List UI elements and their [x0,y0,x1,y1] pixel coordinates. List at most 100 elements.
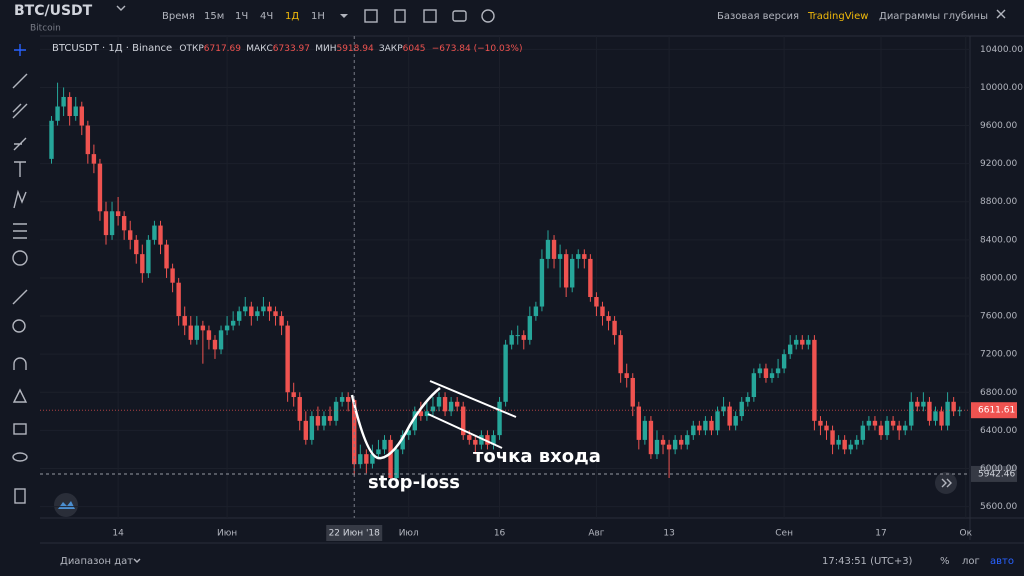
interval-active[interactable]: 1Д [285,11,299,22]
candle-body [570,258,575,288]
candle-body [672,439,678,450]
ruler-tool[interactable] [12,289,28,305]
visibility-tool[interactable] [12,452,28,462]
candle-body [915,401,920,407]
candle-body [382,439,387,450]
candle-body [824,425,829,431]
candle-body [49,120,54,159]
candle-body [224,325,230,331]
prediction-tool[interactable] [13,223,27,239]
candle-body [806,339,811,345]
dropdown[interactable] [116,5,126,11]
interval[interactable]: 15м [204,11,224,22]
candle-body [739,401,744,417]
brush-tool[interactable] [13,137,27,151]
chart-type-icon[interactable] [423,9,437,23]
interval[interactable]: 1Ч [235,11,248,22]
link[interactable]: Диаграммы глубины [879,11,988,22]
candle-body [890,420,896,426]
candle-body [775,368,781,374]
candle-body [140,254,145,274]
auto-toggle[interactable]: авто [990,556,1014,567]
date-range[interactable]: Диапазон дат [60,556,133,567]
candle-body [860,425,866,440]
candle-body [551,239,557,259]
candle-body [763,368,769,378]
candle-body [660,439,666,445]
candle-body [509,335,514,345]
legend-symbol: BTCUSDT · 1Д · Binance [52,43,172,54]
legend-label: ЗАКР [379,44,403,54]
candle-body [91,154,97,164]
trend-tool[interactable] [12,73,28,89]
y-tick-label: 7600.00 [980,312,1017,322]
candle-body [176,282,181,317]
candle-body [624,373,629,378]
candle-body [600,306,605,317]
x-tick-label: Июн [217,529,237,539]
legend-label: МАКС [246,44,273,54]
x-tick-label: 14 [112,529,124,539]
candle-body [333,401,339,421]
candle-body [854,439,859,445]
candle-body [345,397,351,402]
lock-tool[interactable] [13,423,27,435]
candle-body [945,401,950,426]
candle-body [678,439,684,445]
candle-body [527,316,533,340]
add-icon[interactable] [481,9,495,23]
dropdown[interactable] [133,558,141,563]
candle-body [830,430,835,445]
candle-body [339,397,345,402]
fib-tool[interactable] [12,103,28,119]
emoji-tool[interactable] [12,250,28,266]
layout-icon[interactable] [394,9,406,23]
dropdown[interactable] [340,14,348,18]
y-tick-label: 9600.00 [980,121,1017,131]
text-tool[interactable] [14,161,26,177]
candle-body [818,420,823,426]
magnet-tool[interactable] [13,357,27,370]
candle-body [97,163,103,212]
candle-body [927,401,932,421]
percent-toggle[interactable]: % [940,556,950,567]
lock-drawings[interactable] [12,388,28,403]
crosshair-tool[interactable] [14,44,26,56]
candle-body [794,339,799,345]
candle-body [800,339,805,345]
link-active[interactable]: TradingView [807,11,868,22]
candle-body [249,306,254,317]
candle-body [957,410,962,412]
symbol-name: Bitcoin [30,24,61,34]
zoom-tool[interactable] [12,319,26,333]
interval[interactable]: 1Н [311,11,325,22]
screenshot-icon[interactable] [452,10,467,22]
annotation-line [429,380,517,418]
annotation-text: stop-loss [368,472,460,493]
candle-body [79,106,84,126]
legend: BTCUSDT · 1Д · Binance ОТКР6717.69 МАКС6… [52,43,523,54]
candle-body [878,425,884,436]
log-toggle[interactable]: лог [962,556,980,567]
pattern-tool[interactable] [13,189,27,209]
x-tick-label: 13 [663,529,674,539]
candle-body [315,416,321,426]
symbol[interactable]: BTC/USDT [14,3,93,19]
candle-body [866,420,872,426]
interval[interactable]: Время [162,11,195,22]
y-tick-label: 8800.00 [980,197,1017,207]
y-tick-label: 10000.00 [980,83,1023,93]
y-tick-label: 10400.00 [980,45,1023,55]
candle-body [921,401,926,407]
y-tick-label: 6000.00 [980,464,1017,474]
link[interactable]: Базовая версия [717,11,799,22]
delete-tool[interactable] [14,488,26,504]
candle-body [424,411,430,417]
candle-body [376,449,381,455]
candle-body [757,368,763,374]
fullscreen-icon[interactable] [996,9,1006,19]
interval[interactable]: 4Ч [260,11,273,22]
indicator-icon[interactable] [364,9,378,23]
y-tick-label: 5600.00 [980,502,1017,512]
candle-body [582,254,587,259]
